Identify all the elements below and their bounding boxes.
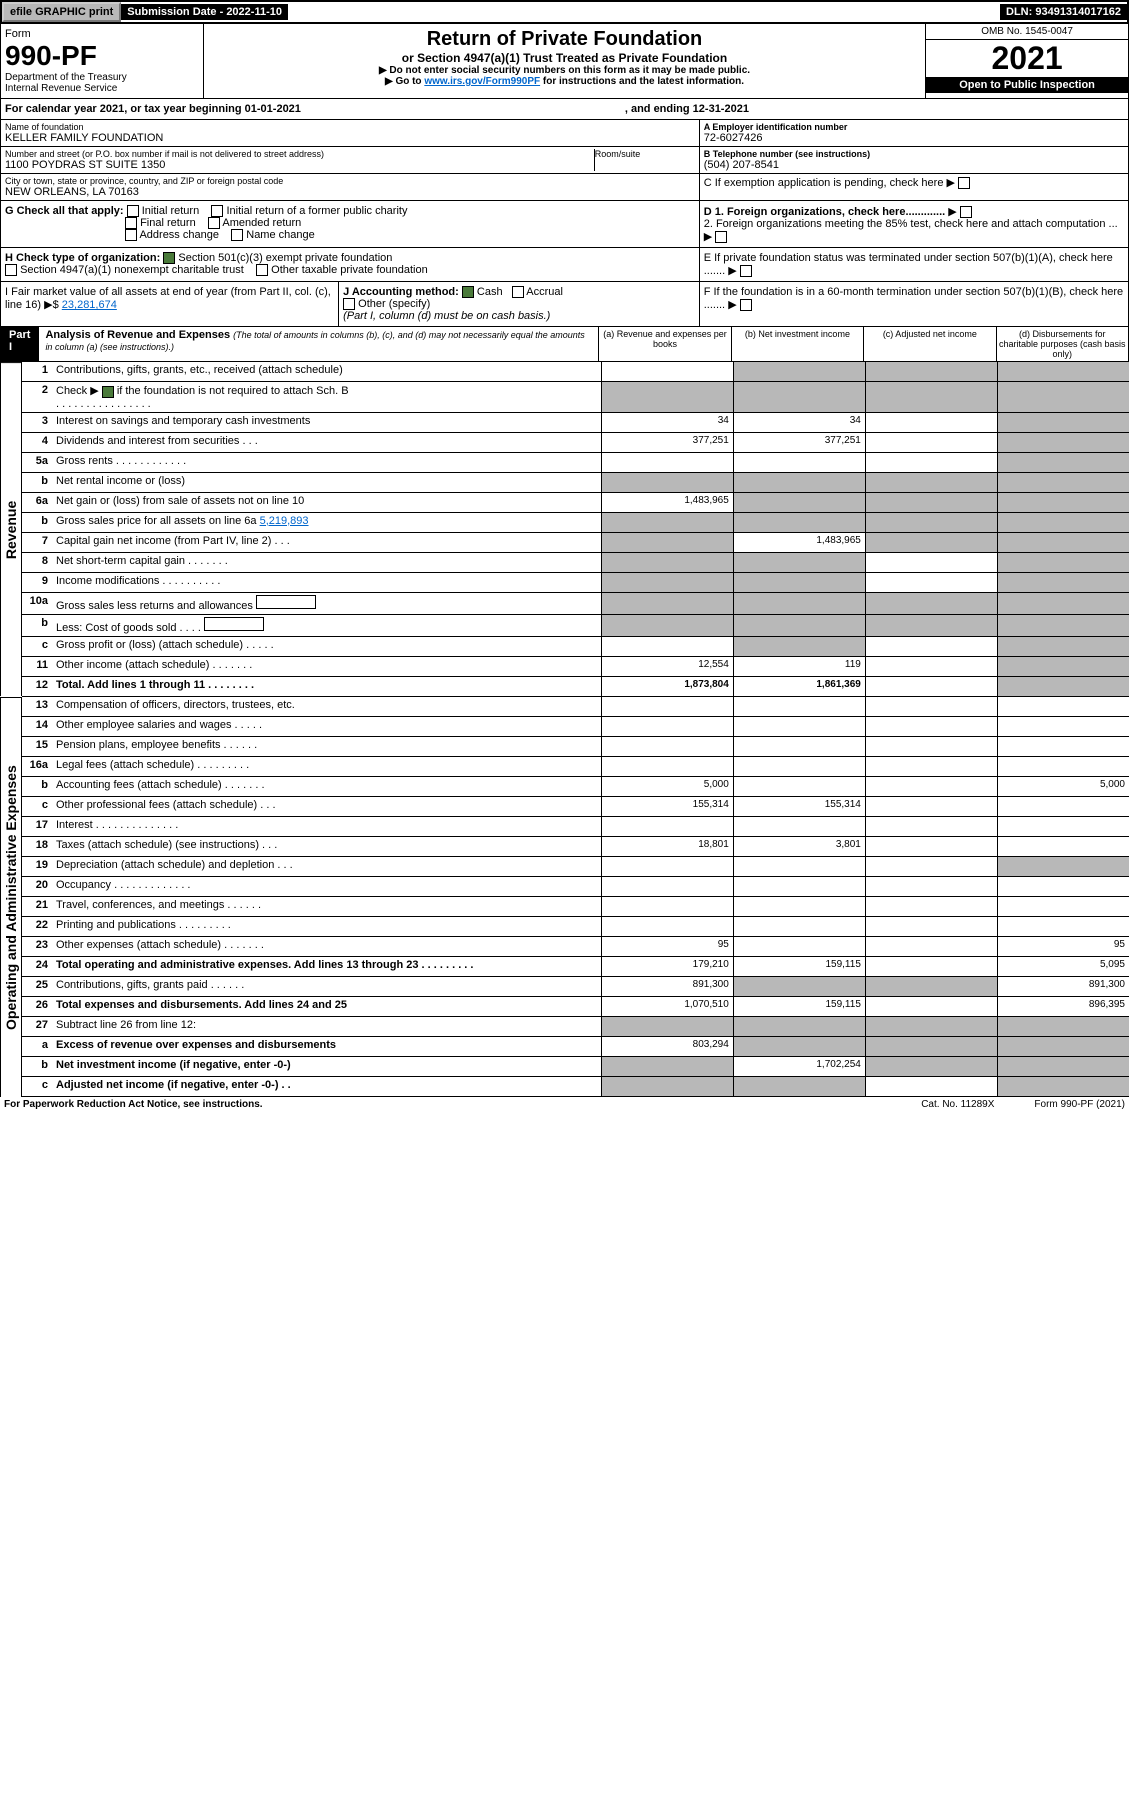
cal-year-begin: For calendar year 2021, or tax year begi… xyxy=(1,99,621,119)
col-a-header: (a) Revenue and expenses per books xyxy=(598,327,730,361)
form-title: Return of Private Foundation xyxy=(208,28,921,51)
form-word: Form xyxy=(5,28,199,40)
cal-year-end: , and ending 12-31-2021 xyxy=(621,99,753,119)
revenue-vlabel: Revenue xyxy=(0,362,22,696)
g-initial-checkbox[interactable] xyxy=(127,205,139,217)
h-501c3-checkbox[interactable] xyxy=(163,252,175,264)
part1-title: Analysis of Revenue and Expenses xyxy=(45,329,230,341)
note-goto: ▶ Go to www.irs.gov/Form990PF for instru… xyxy=(208,76,921,87)
line10a-box[interactable] xyxy=(256,595,316,609)
col-d-header: (d) Disbursements for charitable purpose… xyxy=(996,327,1128,361)
calendar-year-row: For calendar year 2021, or tax year begi… xyxy=(0,99,1129,120)
g-final-checkbox[interactable] xyxy=(125,217,137,229)
g-initial-former-checkbox[interactable] xyxy=(211,205,223,217)
line2-checkbox[interactable] xyxy=(102,386,114,398)
form-ref: Form 990-PF (2021) xyxy=(1034,1099,1125,1110)
j-label: J Accounting method: xyxy=(343,286,459,298)
e-checkbox[interactable] xyxy=(740,265,752,277)
i-label: I Fair market value of all assets at end… xyxy=(5,286,331,311)
open-public: Open to Public Inspection xyxy=(926,77,1128,93)
expenses-section: Operating and Administrative Expenses 13… xyxy=(0,697,1129,1097)
entity-block: Name of foundation KELLER FAMILY FOUNDAT… xyxy=(0,120,1129,201)
part1-header: Part I Analysis of Revenue and Expenses … xyxy=(0,327,1129,362)
form-header: Form 990-PF Department of the Treasury I… xyxy=(0,24,1129,99)
irs-label: Internal Revenue Service xyxy=(5,83,199,94)
col-b-header: (b) Net investment income xyxy=(731,327,863,361)
city-label: City or town, state or province, country… xyxy=(5,176,695,186)
ein-label: A Employer identification number xyxy=(704,122,1124,132)
cat-number: Cat. No. 11289X xyxy=(921,1099,994,1110)
f-label: F If the foundation is in a 60-month ter… xyxy=(704,286,1123,311)
efile-print-button[interactable]: efile GRAPHIC print xyxy=(2,2,121,22)
d1-checkbox[interactable] xyxy=(960,206,972,218)
form-number: 990-PF xyxy=(5,40,199,72)
form-subtitle: or Section 4947(a)(1) Trust Treated as P… xyxy=(208,51,921,65)
dln-label: DLN: 93491314017162 xyxy=(1000,4,1127,20)
line10b-box[interactable] xyxy=(204,617,264,631)
note-ssn: ▶ Do not enter social security numbers o… xyxy=(208,65,921,76)
arrow-icon: ▶ xyxy=(947,176,955,189)
street-address: 1100 POYDRAS ST SUITE 1350 xyxy=(5,159,594,171)
i-fmv-value[interactable]: 23,281,674 xyxy=(62,299,117,311)
paperwork-notice: For Paperwork Reduction Act Notice, see … xyxy=(4,1099,263,1110)
name-label: Name of foundation xyxy=(5,122,695,132)
h-e-row: H Check type of organization: Section 50… xyxy=(0,248,1129,282)
e-label: E If private foundation status was termi… xyxy=(704,252,1113,277)
d2-checkbox[interactable] xyxy=(715,231,727,243)
addr-label: Number and street (or P.O. box number if… xyxy=(5,149,594,159)
g-name-checkbox[interactable] xyxy=(231,229,243,241)
check-options-row: G Check all that apply: Initial return I… xyxy=(0,201,1129,248)
d2-label: 2. Foreign organizations meeting the 85%… xyxy=(704,218,1124,243)
g-section: G Check all that apply: Initial return I… xyxy=(5,205,695,241)
g-label: G Check all that apply: xyxy=(5,205,124,217)
city-state-zip: NEW ORLEANS, LA 70163 xyxy=(5,186,695,198)
j-other-checkbox[interactable] xyxy=(343,298,355,310)
h-label: H Check type of organization: xyxy=(5,252,160,264)
c-checkbox[interactable] xyxy=(958,177,970,189)
i-j-f-row: I Fair market value of all assets at end… xyxy=(0,282,1129,327)
h-4947-checkbox[interactable] xyxy=(5,264,17,276)
g-addr-checkbox[interactable] xyxy=(125,229,137,241)
c-label: C If exemption application is pending, c… xyxy=(704,177,944,189)
submission-date: Submission Date - 2022-11-10 xyxy=(121,4,288,20)
part1-label: Part I xyxy=(1,327,39,361)
top-bar: efile GRAPHIC print Submission Date - 20… xyxy=(0,0,1129,24)
irs-link[interactable]: www.irs.gov/Form990PF xyxy=(424,76,540,87)
ein-value: 72-6027426 xyxy=(704,132,1124,144)
expenses-vlabel: Operating and Administrative Expenses xyxy=(0,697,22,1097)
f-checkbox[interactable] xyxy=(740,299,752,311)
j-note: (Part I, column (d) must be on cash basi… xyxy=(343,310,550,322)
page-footer: For Paperwork Reduction Act Notice, see … xyxy=(0,1097,1129,1112)
g-amended-checkbox[interactable] xyxy=(208,217,220,229)
d1-label: D 1. Foreign organizations, check here..… xyxy=(704,205,1124,218)
revenue-section: Revenue 1Contributions, gifts, grants, e… xyxy=(0,362,1129,696)
tax-year: 2021 xyxy=(926,40,1128,77)
tel-value: (504) 207-8541 xyxy=(704,159,1124,171)
dept-treasury: Department of the Treasury xyxy=(5,72,199,83)
j-cash-checkbox[interactable] xyxy=(462,286,474,298)
foundation-name: KELLER FAMILY FOUNDATION xyxy=(5,132,695,144)
col-c-header: (c) Adjusted net income xyxy=(863,327,995,361)
room-label: Room/suite xyxy=(595,149,695,159)
omb-number: OMB No. 1545-0047 xyxy=(926,24,1128,40)
h-other-checkbox[interactable] xyxy=(256,264,268,276)
tel-label: B Telephone number (see instructions) xyxy=(704,149,1124,159)
j-accrual-checkbox[interactable] xyxy=(512,286,524,298)
line6b-value: 5,219,893 xyxy=(260,515,309,527)
